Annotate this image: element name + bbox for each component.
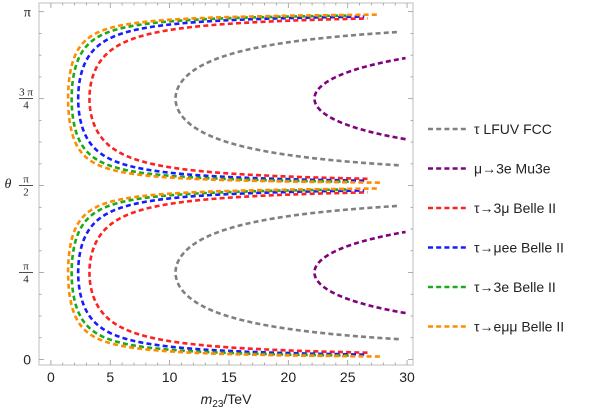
- y-tick-label-numerator: 3 π: [19, 87, 33, 99]
- legend-label-3e-belle-ii: τ→3e Belle II: [474, 279, 556, 295]
- y-tick-label: 0: [23, 351, 31, 367]
- x-axis-label: m23/TeV: [201, 391, 252, 410]
- x-axis: 0 5 10 15 20 25 30: [47, 3, 415, 385]
- curve-3-belle-ii-lower: [88, 191, 368, 354]
- curve-3e-belle-ii-lower: [70, 188, 349, 357]
- legend-label-ee-belle-ii: τ→μee Belle II: [474, 240, 564, 256]
- y-tick-label: π: [24, 6, 31, 21]
- curve-3e-mu3e-lower: [313, 230, 406, 315]
- y-tick-label-denominator: 4: [23, 100, 29, 112]
- x-tick-label: 10: [162, 369, 178, 385]
- x-tick-label: 0: [47, 369, 55, 385]
- curve-e-belle-ii-lower: [66, 187, 380, 358]
- y-tick-label-numerator: π: [23, 174, 29, 186]
- curves-layer: [66, 13, 406, 358]
- y-tick-label-numerator: π: [23, 261, 29, 273]
- curve-3e-belle-ii-upper: [70, 14, 349, 184]
- curve-lfuv-fcc-lower: [174, 204, 399, 341]
- curve-e-belle-ii-upper: [66, 13, 380, 184]
- curve-3-belle-ii-upper: [88, 17, 368, 181]
- x-tick-label: 25: [340, 369, 356, 385]
- curve-lfuv-fcc-upper: [174, 30, 399, 167]
- curve-ee-belle-ii-upper: [76, 15, 365, 183]
- legend: τ LFUV FCC μ→3e Mu3e τ→3μ Belle II τ→μee Be…: [428, 121, 564, 335]
- x-tick-label: 5: [106, 369, 114, 385]
- y-tick-label-denominator: 4: [23, 274, 29, 286]
- legend-label-lfuv-fcc: τ LFUV FCC: [474, 121, 552, 137]
- curve-ee-belle-ii-lower: [76, 189, 365, 356]
- curve-3e-mu3e-upper: [313, 56, 406, 141]
- legend-label-e-belle-ii: τ→eμμ Belle II: [474, 319, 564, 335]
- x-tick-label: 20: [281, 369, 297, 385]
- plot-frame: [38, 2, 414, 366]
- legend-label-3e-mu3e: μ→3e Mu3e: [474, 161, 551, 177]
- x-tick-label: 15: [221, 369, 237, 385]
- y-axis-label: θ: [5, 177, 12, 192]
- y-tick-label-denominator: 2: [23, 187, 29, 199]
- x-tick-label: 30: [399, 369, 415, 385]
- legend-label-3-belle-ii: τ→3μ Belle II: [474, 200, 556, 216]
